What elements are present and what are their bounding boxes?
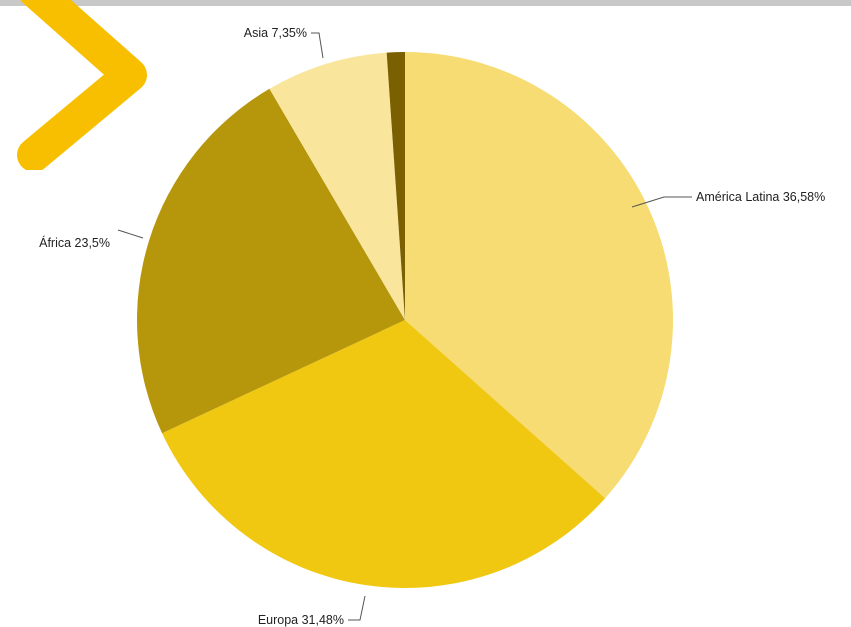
- pie-slice-asia: [269, 52, 405, 320]
- pie-slice-américa-latina: [405, 52, 674, 499]
- leader-line: [348, 595, 366, 621]
- leader-line: [631, 196, 692, 208]
- pie-slice-other: [386, 52, 405, 320]
- pie-slice-europa: [162, 320, 606, 588]
- slice-label: África 23,5%: [39, 235, 110, 250]
- pie-slices: [137, 52, 674, 588]
- leader-lines: [117, 32, 692, 621]
- top-bar: [0, 0, 851, 6]
- slice-labels: América Latina 36,58% Europa 31,48% África…: [39, 26, 825, 627]
- leader-line: [311, 32, 324, 59]
- slice-label: Asia 7,35%: [244, 26, 307, 40]
- slice-label: Europa 31,48%: [258, 613, 344, 627]
- pie-slice-áfrica: [137, 88, 405, 434]
- chevron-right-icon: [17, 0, 147, 170]
- leader-line: [117, 229, 144, 239]
- slice-label: América Latina 36,58%: [696, 190, 825, 204]
